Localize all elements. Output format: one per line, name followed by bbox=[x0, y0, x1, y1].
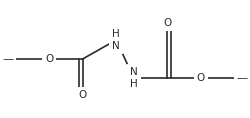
Text: O: O bbox=[197, 73, 205, 83]
Text: O: O bbox=[78, 90, 87, 100]
Text: O: O bbox=[163, 18, 172, 28]
Text: H
N: H N bbox=[112, 29, 120, 51]
Text: —: — bbox=[2, 54, 14, 64]
Text: O: O bbox=[45, 54, 53, 64]
Text: N
H: N H bbox=[130, 67, 138, 89]
Text: —: — bbox=[236, 73, 248, 83]
